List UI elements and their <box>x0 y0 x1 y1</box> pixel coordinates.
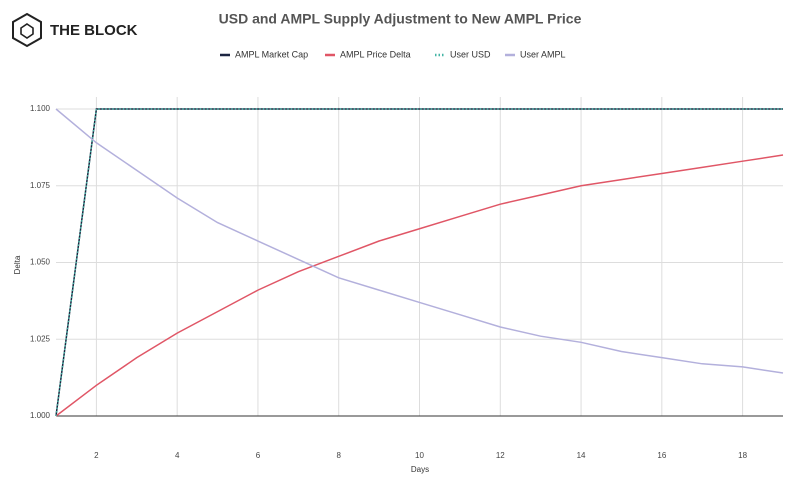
chart-title: USD and AMPL Supply Adjustment to New AM… <box>219 11 582 27</box>
legend-label: User AMPL <box>520 49 566 59</box>
y-tick-label: 1.075 <box>30 181 51 190</box>
series-line <box>55 108 783 417</box>
y-tick-label: 1.000 <box>30 411 51 420</box>
y-tick-label: 1.025 <box>30 334 51 343</box>
x-axis-title: Days <box>411 465 429 474</box>
series-line <box>55 108 784 374</box>
legend-label: AMPL Price Delta <box>340 49 411 59</box>
x-tick-label: 4 <box>175 451 180 460</box>
legend-label: User USD <box>450 49 491 59</box>
legend-label: AMPL Market Cap <box>235 49 308 59</box>
x-tick-label: 2 <box>94 451 99 460</box>
x-tick-label: 16 <box>657 451 666 460</box>
x-tick-label: 18 <box>738 451 747 460</box>
y-axis-title: Delta <box>13 255 22 274</box>
brand-logo <box>12 12 42 48</box>
x-tick-label: 12 <box>496 451 505 460</box>
series-line <box>55 154 784 417</box>
x-tick-label: 14 <box>577 451 586 460</box>
x-tick-label: 10 <box>415 451 424 460</box>
y-tick-label: 1.050 <box>30 258 51 267</box>
x-tick-label: 6 <box>256 451 261 460</box>
brand-name: THE BLOCK <box>50 22 138 39</box>
x-tick-label: 8 <box>336 451 341 460</box>
y-tick-label: 1.100 <box>30 104 51 113</box>
